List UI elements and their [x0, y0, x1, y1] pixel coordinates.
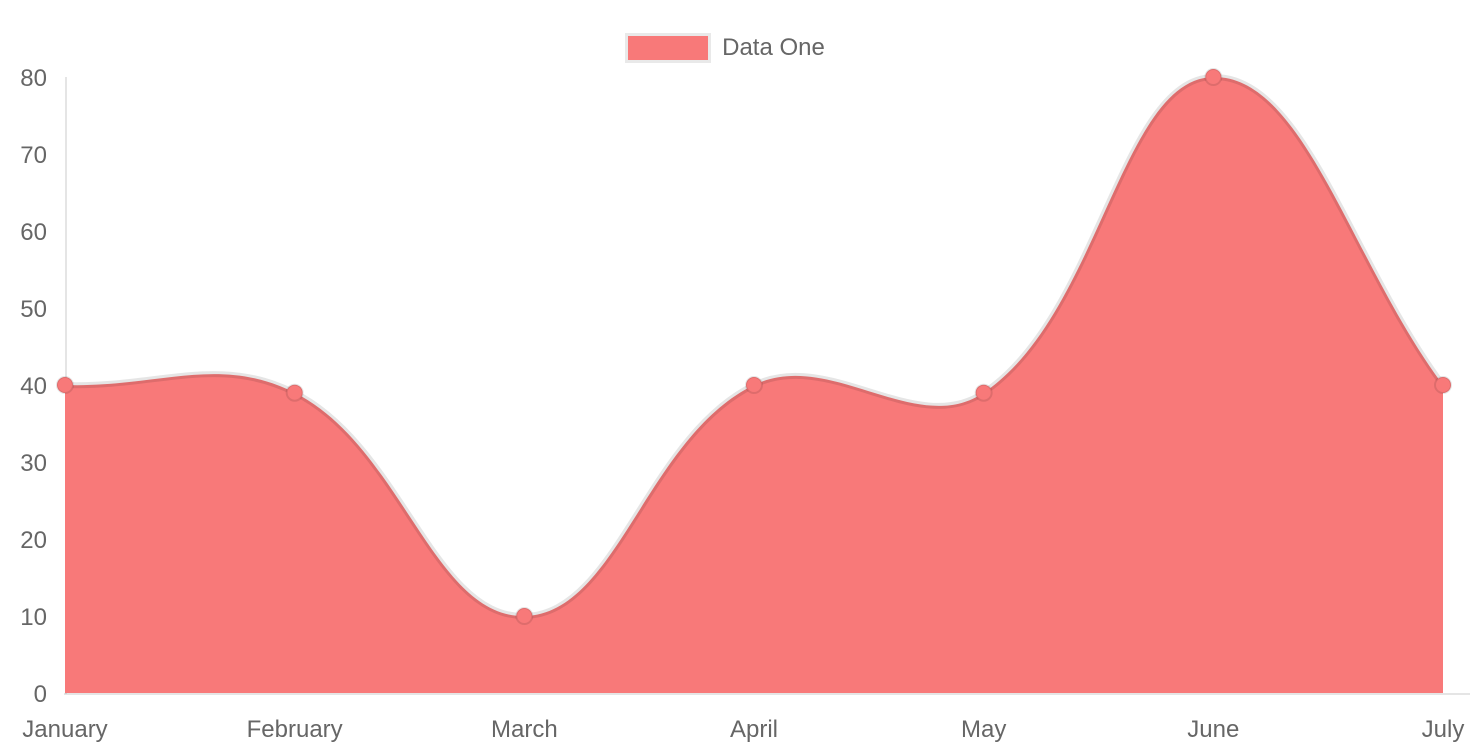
- y-tick-label-60: 60: [20, 219, 47, 246]
- legend-item-data-one[interactable]: Data One: [0, 33, 1467, 63]
- y-tick-label-0: 0: [34, 681, 47, 708]
- data-point-april[interactable]: [745, 376, 763, 394]
- data-point-july[interactable]: [1434, 376, 1452, 394]
- x-tick-label-july: July: [1422, 716, 1465, 743]
- legend-swatch: [625, 33, 712, 63]
- data-point-february[interactable]: [285, 383, 304, 402]
- x-tick-label-february: February: [247, 716, 343, 743]
- y-tick-label-50: 50: [20, 296, 47, 323]
- y-tick-label-30: 30: [20, 450, 47, 477]
- data-point-march[interactable]: [515, 607, 534, 625]
- data-point-may[interactable]: [974, 383, 993, 402]
- y-tick-label-10: 10: [20, 604, 47, 631]
- x-tick-label-march: March: [491, 716, 558, 743]
- x-tick-label-may: May: [961, 716, 1006, 743]
- y-tick-label-20: 20: [20, 527, 47, 554]
- y-tick-label-70: 70: [20, 142, 47, 169]
- area-fill: [65, 76, 1443, 694]
- x-tick-label-june: June: [1187, 716, 1239, 743]
- data-point-january[interactable]: [56, 376, 74, 394]
- x-tick-label-april: April: [730, 716, 778, 743]
- y-tick-label-80: 80: [20, 65, 47, 92]
- x-tick-label-january: January: [22, 716, 107, 743]
- y-tick-label-40: 40: [20, 373, 47, 400]
- data-point-june[interactable]: [1204, 68, 1223, 86]
- legend-label: Data One: [722, 34, 825, 61]
